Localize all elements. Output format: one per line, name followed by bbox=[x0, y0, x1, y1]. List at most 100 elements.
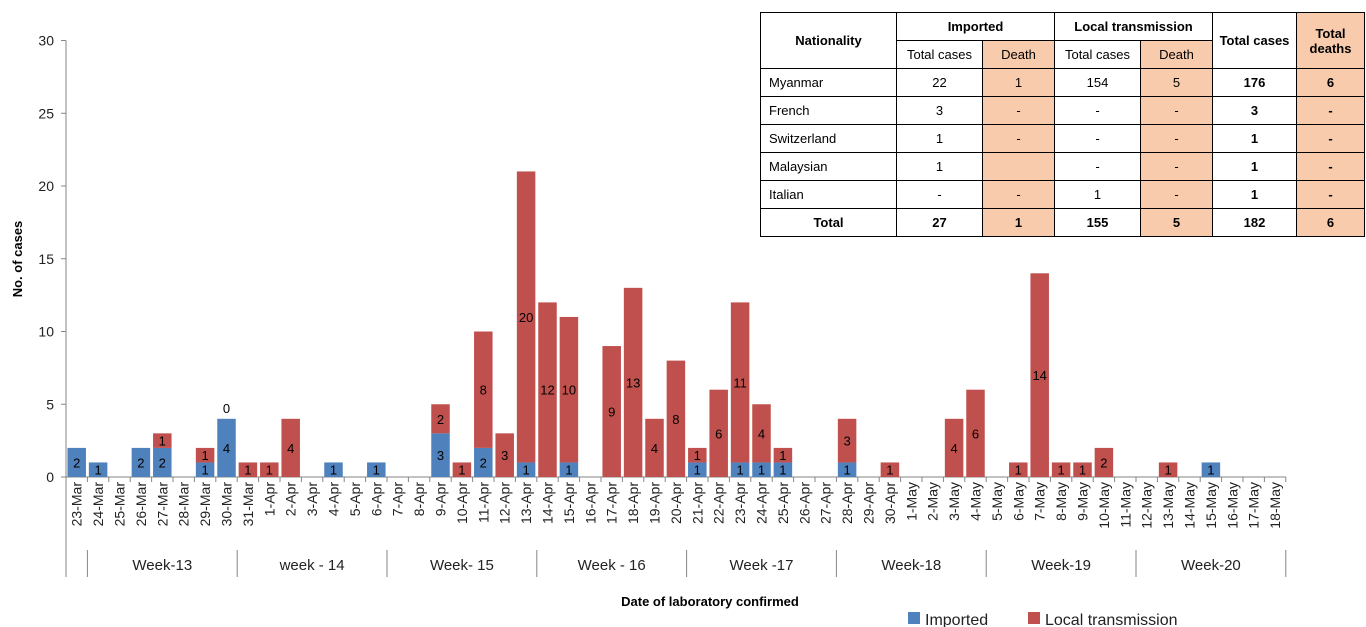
table-cell-name: Myanmar bbox=[760, 68, 897, 97]
x-tick-label: 10-Apr bbox=[454, 482, 470, 524]
week-label: Week-18 bbox=[881, 557, 941, 574]
x-axis-label: Date of laboratory confirmed bbox=[621, 594, 799, 609]
y-tick-label: 30 bbox=[38, 33, 54, 49]
table-cell-total-cases: 1 bbox=[1212, 152, 1297, 181]
x-tick-label: 22-Apr bbox=[711, 482, 727, 524]
label-local-14-Apr: 12 bbox=[540, 383, 554, 398]
bar-local-7-May bbox=[1030, 273, 1049, 477]
bar-local-15-Apr bbox=[559, 316, 579, 463]
header-local-transmission: Local transmission bbox=[1054, 12, 1213, 41]
label-local-12-Apr: 3 bbox=[501, 448, 508, 463]
bar-local-22-Apr bbox=[709, 389, 728, 477]
bar-local-4-May bbox=[966, 389, 985, 477]
label-imported-15-Apr: 1 bbox=[565, 463, 572, 478]
table-cell-total-deaths: - bbox=[1296, 96, 1365, 125]
table-cell-loc-cases: - bbox=[1054, 96, 1141, 125]
bar-local-28-Apr bbox=[837, 418, 857, 463]
legend: Imported Local transmission bbox=[908, 612, 1178, 627]
table-row: Malaysian 1- -1- bbox=[760, 152, 1365, 181]
bar-local-9-May bbox=[1073, 462, 1092, 477]
x-tick-label: 24-Apr bbox=[754, 482, 770, 524]
label-imported-29-Mar: 1 bbox=[201, 463, 208, 478]
table-cell-imp-cases: 3 bbox=[896, 96, 983, 125]
table-cell-loc-death: - bbox=[1140, 96, 1213, 125]
table-cell-imp-cases: 1 bbox=[896, 152, 983, 181]
label-local-30-Apr: 1 bbox=[886, 463, 893, 478]
subheader-local-death: Death bbox=[1140, 40, 1213, 69]
x-tick-label: 27-Mar bbox=[154, 482, 170, 527]
table-cell-name: Malaysian bbox=[760, 152, 897, 181]
x-tick-label: 12-May bbox=[1139, 482, 1155, 529]
x-tick-label: 23-Apr bbox=[732, 482, 748, 524]
x-tick-label: 23-Mar bbox=[69, 482, 85, 527]
label-local-30-Mar: 0 bbox=[223, 401, 230, 416]
label-local-9-May: 1 bbox=[1079, 463, 1086, 478]
x-tick-label: 15-Apr bbox=[561, 482, 577, 524]
x-tick-label: 6-Apr bbox=[368, 482, 384, 517]
table-cell-total-deaths: - bbox=[1296, 152, 1365, 181]
table-cell-imp-cases: - bbox=[896, 180, 983, 209]
bar-local-20-Apr bbox=[666, 360, 686, 477]
label-local-6-May: 1 bbox=[1015, 463, 1022, 478]
x-tick-label: 3-May bbox=[946, 482, 962, 521]
label-imported-23-Apr: 1 bbox=[736, 463, 743, 478]
x-tick-label: 1-May bbox=[903, 482, 919, 521]
x-tick-label: 2-Apr bbox=[283, 482, 299, 517]
table-cell-total-cases: 1 bbox=[1212, 124, 1297, 153]
label-local-17-Apr: 9 bbox=[608, 405, 615, 420]
label-imported-9-Apr: 3 bbox=[437, 448, 444, 463]
label-imported-24-Apr: 1 bbox=[758, 463, 765, 478]
label-imported-26-Mar: 2 bbox=[137, 455, 144, 470]
total-imported-death: 1 bbox=[982, 208, 1055, 237]
x-tick-label: 11-Apr bbox=[475, 482, 491, 523]
bar-local-11-Apr bbox=[474, 331, 493, 448]
label-imported-25-Apr: 1 bbox=[779, 463, 786, 478]
total-label: Total bbox=[760, 208, 897, 237]
bar-local-14-Apr bbox=[538, 302, 557, 477]
bar-local-27-Mar bbox=[153, 433, 172, 448]
legend-swatch-imported bbox=[908, 612, 920, 624]
label-local-8-May: 1 bbox=[1057, 463, 1064, 478]
table-cell-name: Switzerland bbox=[760, 124, 897, 153]
bar-local-31-Mar bbox=[238, 462, 258, 477]
total-local-death: 5 bbox=[1140, 208, 1213, 237]
y-tick-label: 20 bbox=[38, 178, 54, 194]
bar-imported-15-Apr bbox=[559, 462, 579, 477]
label-local-2-Apr: 4 bbox=[287, 441, 294, 456]
bar-imported-21-Apr bbox=[688, 462, 707, 477]
label-local-23-Apr: 11 bbox=[733, 375, 747, 390]
bar-imported-27-Mar bbox=[153, 447, 172, 477]
bar-imported-23-Apr bbox=[730, 462, 750, 477]
bar-local-12-Apr bbox=[495, 433, 514, 477]
label-imported-24-Mar: 1 bbox=[94, 463, 101, 478]
bar-local-13-May bbox=[1158, 462, 1178, 477]
bar-local-3-May bbox=[944, 418, 964, 477]
y-tick-label: 10 bbox=[38, 324, 54, 340]
label-imported-28-Apr: 1 bbox=[843, 463, 850, 478]
label-imported-4-Apr: 1 bbox=[330, 463, 337, 478]
x-tick-label: 28-Mar bbox=[176, 482, 192, 527]
table-cell-imp-death: 1 bbox=[982, 68, 1055, 97]
table-cell-loc-death: - bbox=[1140, 152, 1213, 181]
label-imported-6-Apr: 1 bbox=[373, 463, 380, 478]
label-local-13-May: 1 bbox=[1164, 463, 1171, 478]
label-local-19-Apr: 4 bbox=[651, 441, 658, 456]
x-tick-label: 7-Apr bbox=[390, 482, 406, 517]
bar-local-10-May bbox=[1094, 447, 1114, 477]
bar-imported-30-Mar bbox=[217, 418, 236, 477]
bar-imported-15-May bbox=[1201, 462, 1221, 477]
header-total-cases: Total cases bbox=[1212, 12, 1297, 69]
table-cell-total-cases: 176 bbox=[1212, 68, 1297, 97]
x-tick-label: 28-Apr bbox=[839, 482, 855, 524]
summary-table: Nationality Imported Local transmission … bbox=[760, 12, 1365, 237]
bar-local-25-Apr bbox=[773, 447, 793, 463]
week-label: Week-13 bbox=[132, 557, 192, 574]
bar-imported-4-Apr bbox=[324, 462, 343, 477]
bar-local-24-Apr bbox=[752, 404, 771, 463]
x-tick-label: 29-Mar bbox=[197, 482, 213, 527]
table-cell-total-cases: 3 bbox=[1212, 96, 1297, 125]
x-tick-label: 18-May bbox=[1267, 482, 1283, 529]
x-tick-label: 26-Apr bbox=[796, 482, 812, 524]
label-local-25-Apr: 1 bbox=[779, 448, 786, 463]
table-row: Italian - -1-1- bbox=[760, 180, 1365, 209]
